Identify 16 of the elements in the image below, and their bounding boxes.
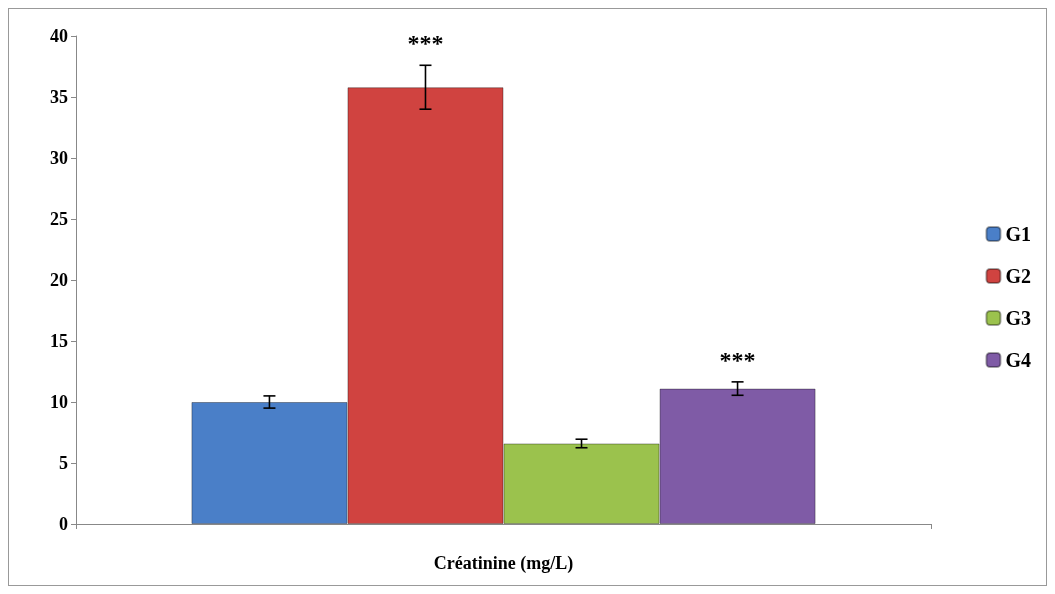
y-tick-label: 10 [50,392,68,412]
annotation: *** [407,30,444,57]
y-tick-label: 15 [50,331,68,351]
y-tick-label: 5 [59,453,68,473]
y-tick-label: 35 [50,87,68,107]
x-axis-title: Créatinine (mg/L) [433,553,574,574]
annotation: *** [719,346,756,373]
y-tick-label: 40 [50,26,68,46]
y-tick-label: 0 [59,514,68,534]
legend-label: G4 [1005,349,1032,371]
legend-label: G2 [1005,265,1032,287]
y-tick-label: 20 [50,270,68,290]
y-tick-label: 25 [50,209,68,229]
y-tick-label: 30 [50,148,68,168]
legend-label: G3 [1005,307,1032,329]
legend-label: G1 [1005,223,1032,245]
